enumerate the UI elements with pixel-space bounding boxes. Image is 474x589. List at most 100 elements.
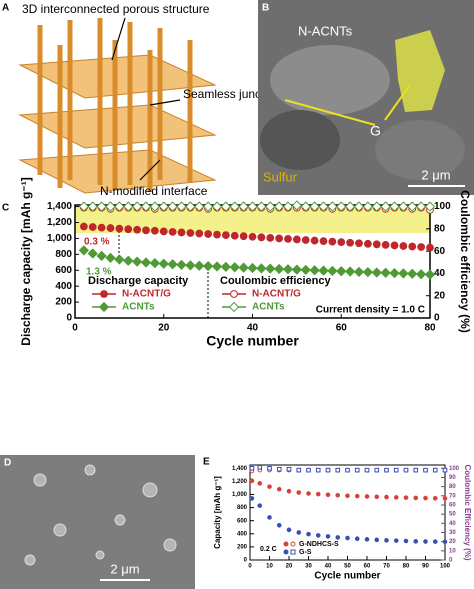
marker — [325, 467, 331, 473]
marker — [159, 227, 168, 236]
marker — [276, 486, 282, 492]
marker — [220, 201, 232, 212]
marker — [247, 262, 258, 274]
marker — [273, 201, 285, 212]
marker — [266, 233, 275, 242]
marker — [106, 224, 115, 232]
marker — [407, 268, 418, 279]
pointer — [284, 84, 411, 126]
marker — [432, 495, 438, 501]
marker — [354, 493, 360, 499]
marker — [248, 232, 257, 241]
marker — [291, 264, 303, 275]
y-tick-label: 1,200 — [47, 217, 72, 228]
marker — [105, 201, 116, 212]
y-tick-label: 0 — [244, 558, 248, 564]
marker — [97, 223, 106, 232]
marker — [335, 492, 341, 498]
marker — [238, 201, 249, 212]
legend-label: G-S — [299, 549, 312, 556]
marker — [393, 467, 399, 473]
marker — [398, 268, 409, 279]
marker — [300, 264, 311, 276]
x-tick-label: 0 — [248, 564, 252, 570]
legend-label: N-ACNT/G — [122, 289, 171, 300]
marker — [319, 237, 328, 246]
marker — [345, 535, 350, 541]
marker — [306, 491, 311, 496]
marker — [415, 269, 427, 280]
marker — [176, 201, 187, 212]
y2-tick-label: 90 — [449, 475, 456, 481]
marker — [213, 230, 221, 239]
y-tick-label: 600 — [55, 265, 72, 276]
x-tick-label: 30 — [305, 564, 312, 570]
marker — [424, 201, 436, 212]
x-tick-label: 20 — [286, 564, 293, 570]
marker — [220, 261, 232, 273]
note: Current density = 1.0 C — [316, 305, 425, 316]
marker — [100, 290, 108, 298]
y-axis-label: Discharge capacity [mAh g⁻¹] — [19, 177, 33, 345]
marker — [315, 533, 321, 538]
marker — [426, 243, 434, 252]
marker — [267, 515, 272, 520]
x-tick-label: 0 — [72, 323, 78, 334]
marker — [88, 223, 97, 231]
marker — [229, 262, 240, 273]
y2-axis-label: Coulombic efficiency (%) — [458, 190, 472, 333]
y-axis-label: Capacity [mAh g⁻¹] — [213, 476, 222, 549]
y-tick-label: 1,200 — [232, 479, 248, 485]
marker — [346, 238, 355, 247]
marker — [364, 467, 370, 473]
y2-tick-label: 60 — [434, 246, 446, 257]
y2-tick-label: 50 — [449, 512, 456, 518]
marker — [177, 228, 186, 237]
x-tick-label: 40 — [325, 564, 332, 570]
x-axis-label: Cycle number — [314, 571, 380, 582]
legend-label: ACNTs — [252, 302, 285, 313]
marker — [123, 255, 134, 266]
marker — [290, 549, 296, 555]
marker — [315, 491, 321, 497]
marker — [399, 242, 408, 250]
marker — [228, 301, 240, 313]
annotation: N-ACNTs — [298, 23, 353, 38]
marker — [185, 260, 196, 271]
marker — [296, 467, 302, 473]
marker — [267, 484, 272, 489]
x-tick-label: 60 — [364, 564, 371, 570]
marker — [290, 541, 296, 547]
marker — [384, 467, 389, 473]
y-tick-label: 1,000 — [232, 492, 248, 498]
marker — [167, 201, 178, 212]
x-tick-label: 100 — [440, 564, 451, 570]
marker — [398, 201, 409, 212]
marker — [98, 301, 110, 313]
marker — [362, 267, 374, 278]
x-tick-label: 90 — [422, 564, 429, 570]
marker — [344, 266, 356, 277]
marker — [275, 234, 284, 243]
marker — [257, 481, 263, 486]
marker — [283, 541, 289, 547]
y-tick-label: 400 — [55, 281, 72, 292]
x-tick-label: 80 — [424, 323, 436, 334]
marker — [257, 503, 263, 508]
marker — [211, 261, 223, 272]
x-axis-label: Cycle number — [206, 333, 299, 349]
marker — [318, 265, 329, 276]
marker — [413, 495, 419, 501]
annotation: 1.3 % — [86, 267, 112, 278]
marker — [292, 235, 301, 244]
marker — [374, 537, 380, 543]
marker — [371, 267, 382, 278]
marker — [363, 239, 372, 248]
marker — [87, 248, 98, 259]
y-tick-label: 1,400 — [232, 466, 248, 472]
panel-d: D 2 μm — [0, 455, 195, 589]
panel-label: D — [4, 458, 11, 469]
marker — [380, 267, 391, 278]
marker — [335, 467, 341, 473]
